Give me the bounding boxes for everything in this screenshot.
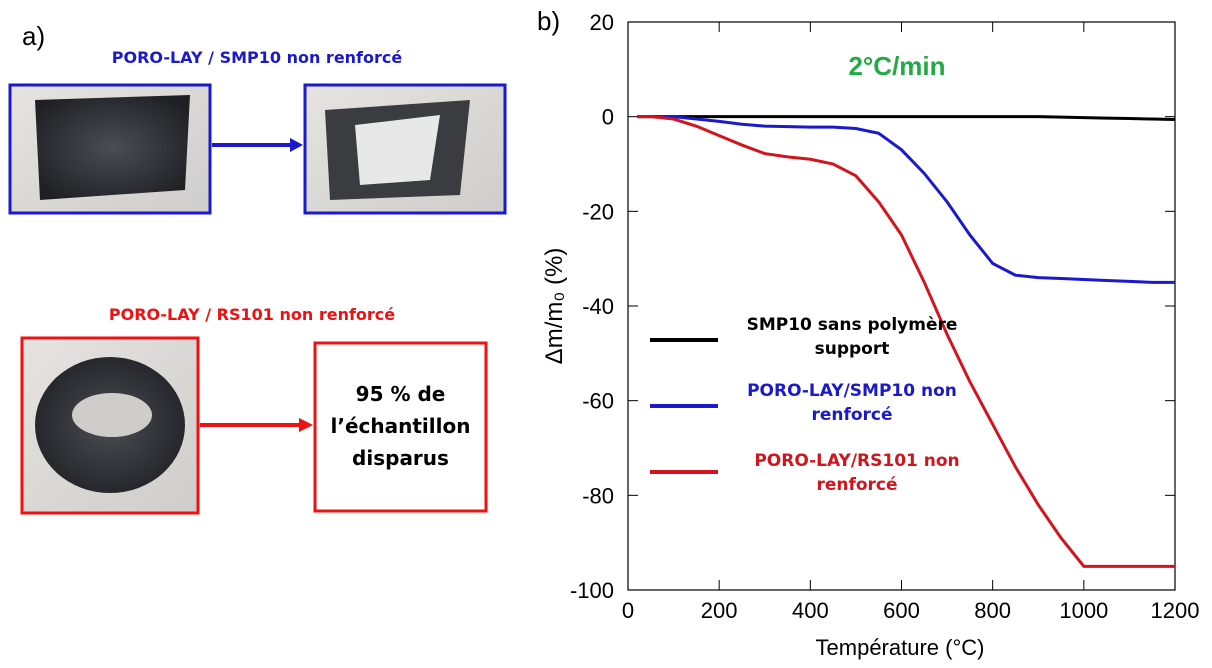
y-tick-label: -60 bbox=[582, 389, 614, 414]
title: PORO-LAY / RS101 non renforcé bbox=[108, 305, 396, 324]
x-tick-label: 600 bbox=[883, 598, 920, 623]
y-tick-label: -20 bbox=[582, 199, 614, 224]
x-tick-label: 1000 bbox=[1059, 598, 1108, 623]
y-tick-label: 20 bbox=[590, 10, 614, 35]
sample bbox=[355, 115, 440, 185]
arrow-head bbox=[290, 138, 303, 152]
x-tick-label: 400 bbox=[792, 598, 829, 623]
title: PORO-LAY / SMP10 non renforcé bbox=[111, 48, 403, 67]
text-box bbox=[313, 341, 488, 513]
series-line bbox=[637, 115, 1175, 284]
y-tick-label: 0 bbox=[602, 105, 614, 130]
box-text: 95 % de l’échantillon disparus bbox=[330, 382, 471, 470]
y-tick-label: -100 bbox=[570, 578, 614, 603]
panel-label: a) bbox=[22, 21, 45, 51]
x-tick-label: 0 bbox=[622, 598, 634, 623]
panel-label: b) bbox=[537, 6, 560, 36]
legend-label: PORO-LAY/RS101 non renforcé bbox=[754, 451, 960, 495]
series-line bbox=[637, 115, 1176, 122]
x-tick-label: 1200 bbox=[1151, 598, 1200, 623]
x-axis-label: Température (°C) bbox=[816, 635, 985, 660]
y-tick-label: -80 bbox=[582, 483, 614, 508]
legend-label: SMP10 sans polymère support bbox=[746, 315, 958, 359]
y-axis-label: Δm/m₀ (%) bbox=[541, 248, 568, 365]
sample-hole bbox=[72, 393, 152, 437]
sample bbox=[35, 95, 190, 200]
plot-frame bbox=[627, 21, 1176, 591]
series-line bbox=[637, 115, 1175, 568]
annotation: 2°C/min bbox=[848, 51, 945, 81]
legend-label: PORO-LAY/SMP10 non renforcé bbox=[747, 381, 957, 425]
arrow-head bbox=[299, 418, 313, 432]
x-tick-label: 200 bbox=[701, 598, 738, 623]
y-tick-label: -40 bbox=[582, 294, 614, 319]
x-tick-label: 800 bbox=[974, 598, 1011, 623]
